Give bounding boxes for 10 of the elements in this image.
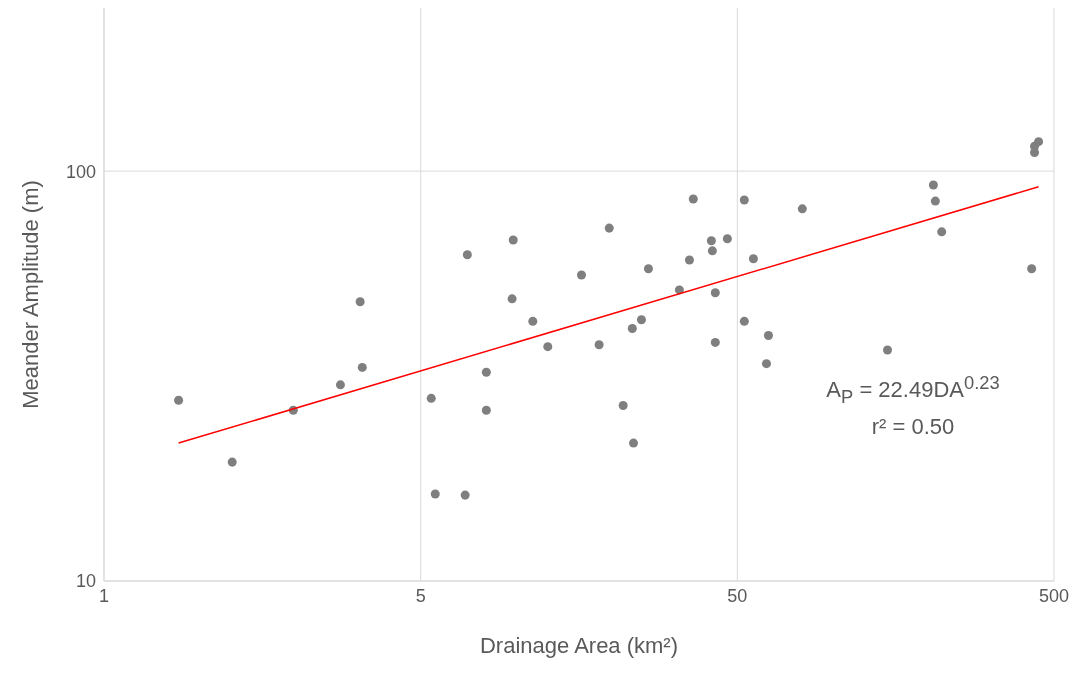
annotation: r² = 0.50 bbox=[870, 412, 956, 441]
y-axis-title: Meander Amplitude (m) bbox=[17, 180, 43, 409]
x-tick-label: 5 bbox=[415, 585, 426, 606]
y-tick-label: 100 bbox=[65, 161, 96, 182]
annotation: A$_{P}$ = 22.49DA$^{0.23}$ bbox=[825, 371, 1001, 409]
x-tick-label: 1 bbox=[98, 585, 110, 606]
x-axis-title: Drainage Area (km²) bbox=[479, 633, 679, 658]
x-tick-label: 500 bbox=[1038, 585, 1070, 606]
x-tick-label: 50 bbox=[727, 585, 748, 606]
y-tick-label: 10 bbox=[75, 571, 96, 592]
